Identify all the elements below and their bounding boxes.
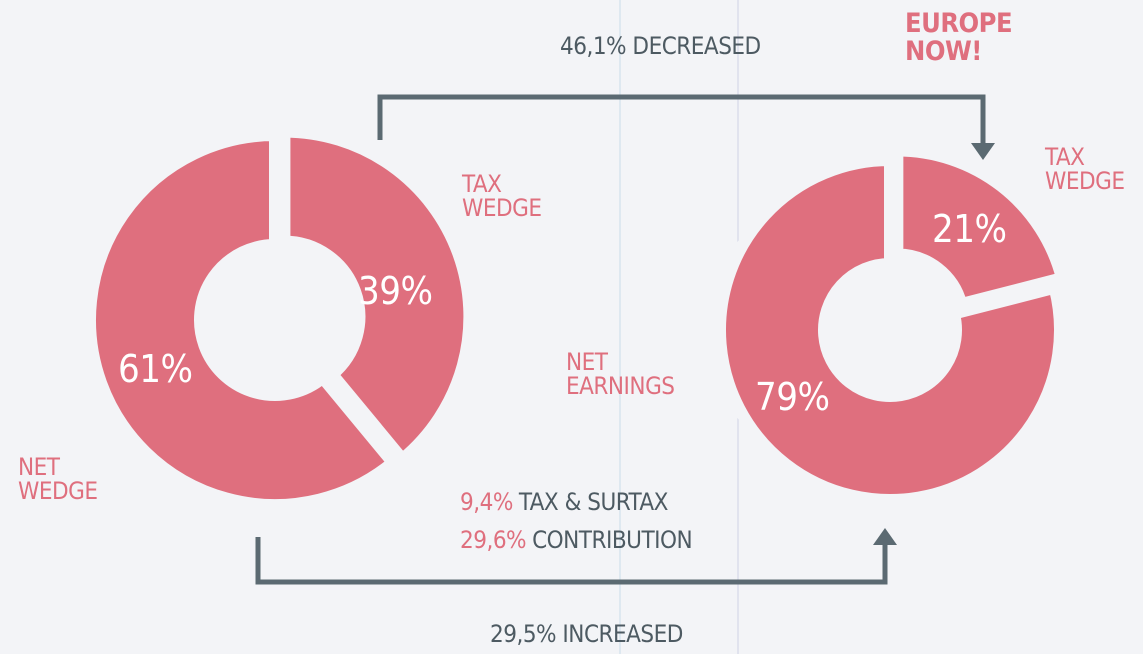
- slice-label: NET EARNINGS: [566, 348, 675, 400]
- pie-slice: [84, 128, 402, 511]
- slice-label: TAX WEDGE: [462, 170, 542, 222]
- value-label: 21%: [932, 207, 1007, 251]
- pie-slice: [278, 125, 476, 468]
- note-value: 9,4%: [460, 488, 513, 516]
- arrow-increase: [255, 537, 888, 585]
- pie-slice: [714, 153, 1066, 506]
- chart-title: EUROPE NOW!: [905, 8, 1013, 67]
- pie-slice: [891, 144, 1070, 312]
- arrow-decrease: [377, 94, 986, 148]
- arrow-head: [971, 143, 995, 160]
- annotation: 46,1% DECREASED: [560, 32, 761, 60]
- value-label: 79%: [755, 375, 830, 419]
- slice-label: TAX WEDGE: [1045, 143, 1125, 195]
- annotation: 29,5% INCREASED: [490, 620, 683, 648]
- slice-label: NET WEDGE: [18, 453, 98, 505]
- arrow-head: [873, 528, 897, 545]
- note-value: 29,6%: [460, 526, 527, 554]
- note-text: CONTRIBUTION: [532, 526, 693, 554]
- value-label: 61%: [118, 347, 193, 391]
- note-text: TAX & SURTAX: [518, 488, 669, 516]
- value-label: 39%: [358, 269, 433, 313]
